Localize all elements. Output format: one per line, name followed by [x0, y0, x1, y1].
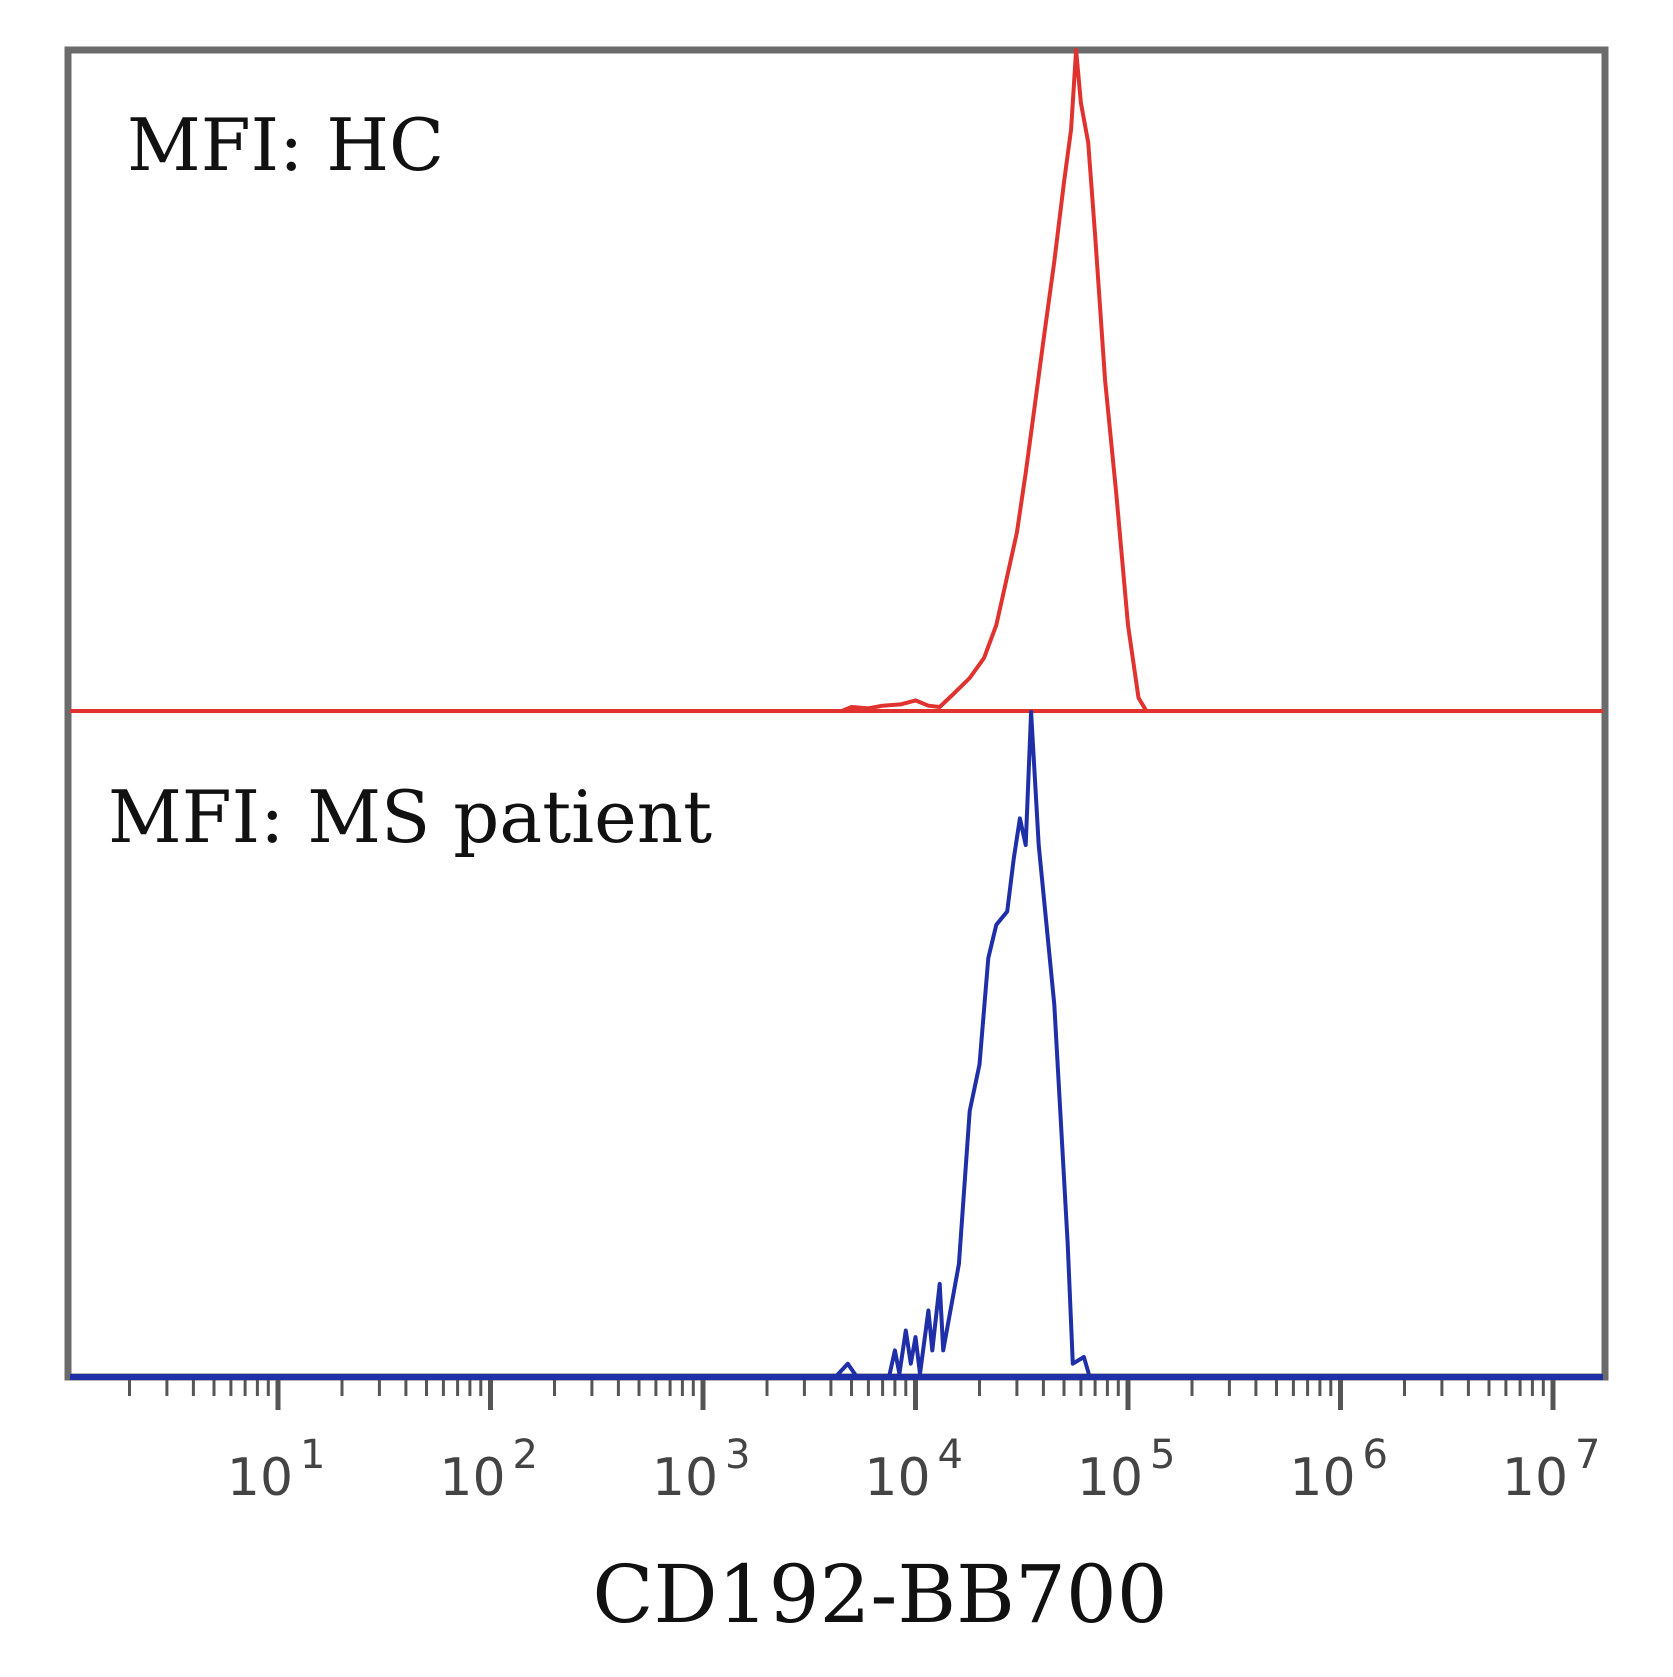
x-tick-label: 10 [864, 1448, 930, 1508]
x-axis-ticks [128, 1380, 1556, 1410]
x-tick-label: 10 [1502, 1448, 1568, 1508]
x-tick-label-exponent: 4 [938, 1432, 963, 1478]
series-line-ms-patient [833, 710, 1092, 1379]
x-tick-label-exponent: 1 [300, 1432, 325, 1478]
x-tick-label: 10 [1077, 1448, 1143, 1508]
x-tick-label-exponent: 2 [513, 1432, 538, 1478]
x-tick-label: 10 [227, 1448, 293, 1508]
x-tick-label-exponent: 3 [725, 1432, 750, 1478]
plot-frame [64, 46, 1609, 1381]
x-axis-label: CD192-BB700 [592, 1548, 1167, 1641]
series-line-hc [841, 48, 1149, 713]
x-axis-tick-labels: 10 1 10 2 10 3 10 4 10 5 10 6 10 7 [227, 1432, 1601, 1508]
x-tick-label-exponent: 6 [1363, 1432, 1388, 1478]
bottom-panel: MFI: MS patient [108, 710, 1092, 1379]
panel-label-ms-patient: MFI: MS patient [108, 775, 712, 859]
top-panel: MFI: HC [127, 48, 1149, 713]
x-tick-label: 10 [439, 1448, 505, 1508]
x-tick-label: 10 [1289, 1448, 1355, 1508]
x-tick-label: 10 [652, 1448, 718, 1508]
x-tick-label-exponent: 7 [1575, 1432, 1600, 1478]
x-tick-label-exponent: 5 [1150, 1432, 1175, 1478]
panel-label-hc: MFI: HC [127, 103, 444, 187]
